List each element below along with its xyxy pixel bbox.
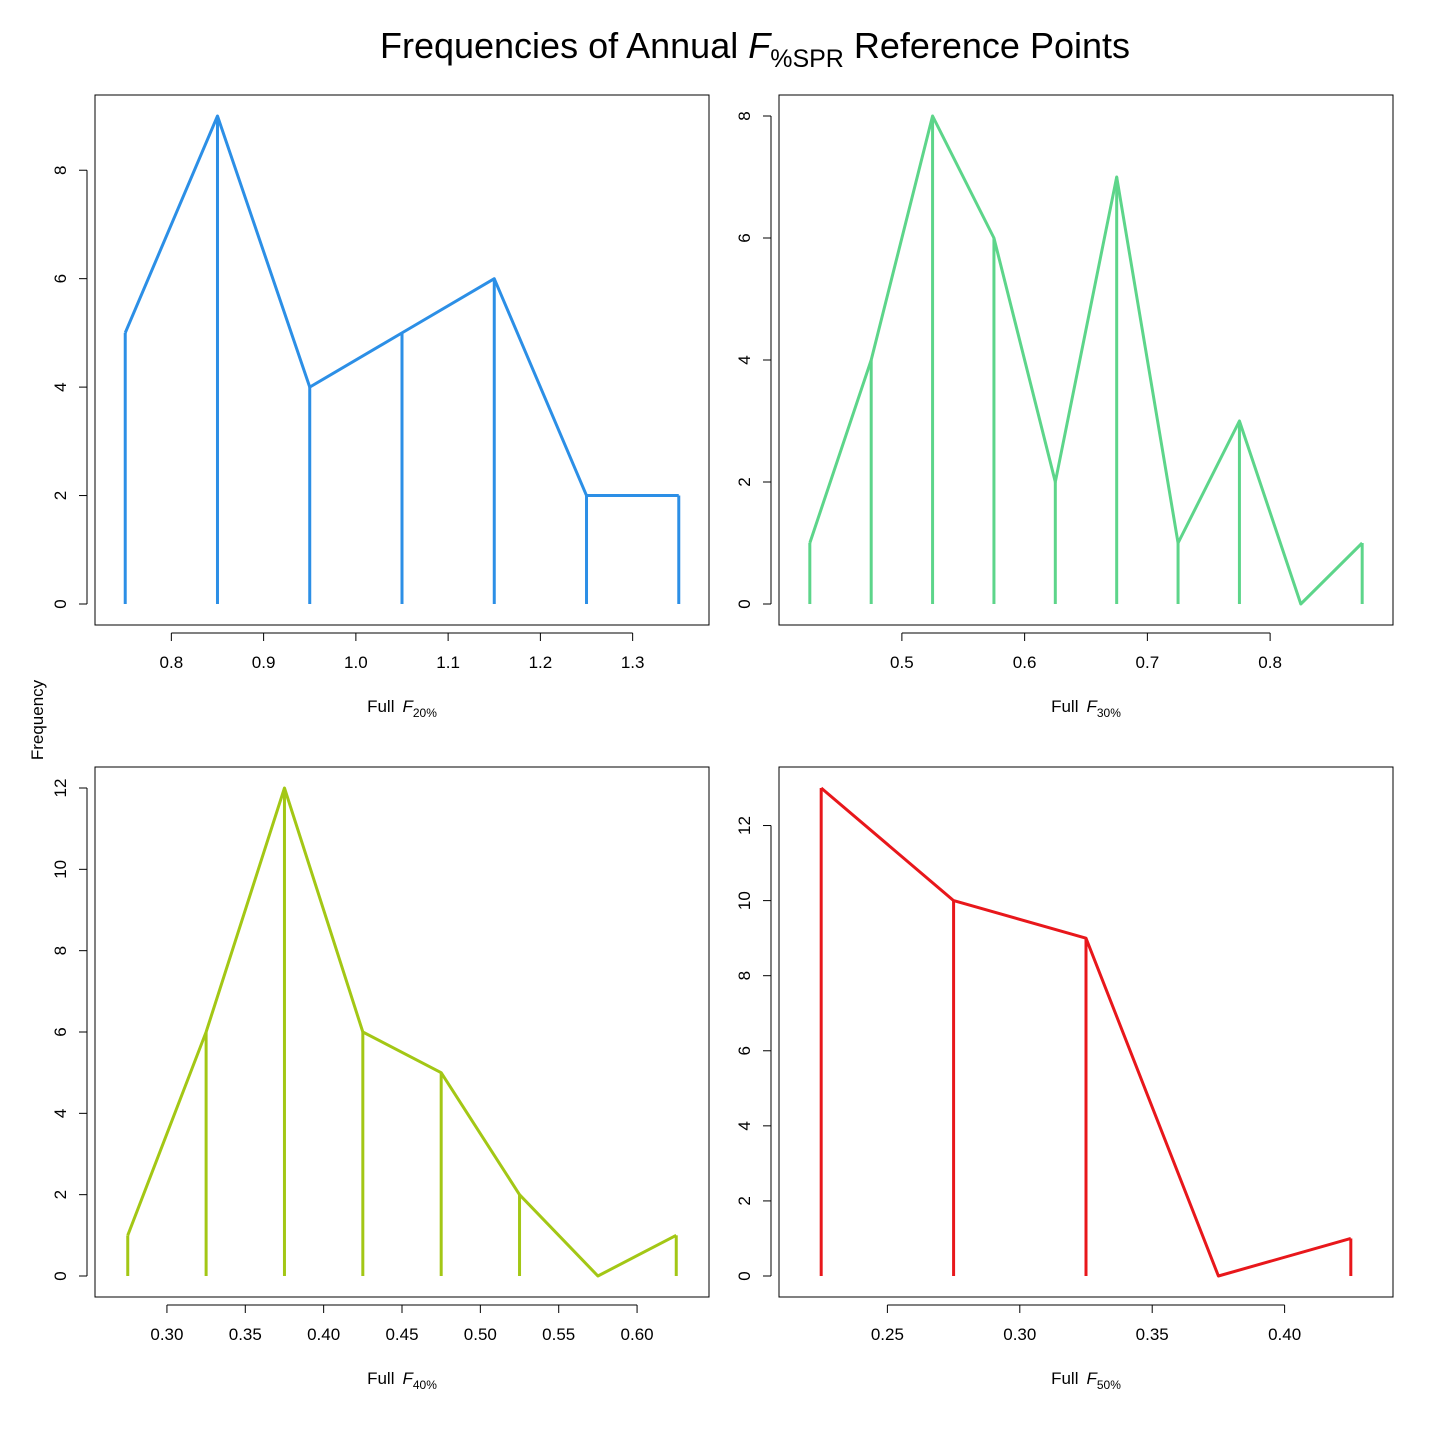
x-tick-label: 0.45 <box>385 1325 418 1344</box>
x-tick-label: 0.35 <box>1136 1325 1169 1344</box>
frequency-line <box>820 786 1352 1278</box>
x-tick-label: 0.40 <box>307 1325 340 1344</box>
y-tick-label: 10 <box>735 891 754 910</box>
x-axis: 0.25 0.30 0.35 0.40 <box>871 1304 1301 1344</box>
panel-2: 0.5 0.6 0.7 0.8 0 2 4 6 8 Full F30% <box>735 94 1394 720</box>
x-tick-label: 0.30 <box>1003 1325 1036 1344</box>
y-axis: 0 2 4 6 8 <box>51 165 88 609</box>
x-tick-label: 0.55 <box>542 1325 575 1344</box>
frequency-line <box>123 114 679 498</box>
x-axis-label: Full F40% <box>367 1369 437 1392</box>
panel-4: 0.25 0.30 0.35 0.40 0 2 4 6 8 10 12 Full F50% <box>735 766 1394 1392</box>
y-tick-label: 2 <box>735 477 754 486</box>
panel-3: 0.30 0.35 0.40 0.45 0.50 0.55 0.60 0 2 4 6 8 10 12 Ful… <box>51 766 710 1392</box>
x-tick-label: 1.0 <box>344 653 368 672</box>
y-tick-label: 0 <box>51 599 70 608</box>
frequency-spikes <box>808 116 1364 604</box>
x-tick-label: 0.8 <box>160 653 184 672</box>
y-tick-label: 2 <box>735 1196 754 1205</box>
x-axis: 0.5 0.6 0.7 0.8 <box>890 632 1282 672</box>
x-tick-label: 1.1 <box>436 653 460 672</box>
y-tick-label: 0 <box>735 599 754 608</box>
x-label-sub: 40% <box>413 1378 437 1392</box>
plot-frame <box>94 766 710 1298</box>
x-label-sub: 20% <box>413 706 437 720</box>
x-label-var: F <box>1086 1369 1098 1388</box>
title-prefix: Frequencies of Annual <box>380 25 748 66</box>
frequency-line <box>126 786 677 1278</box>
y-tick-label: 10 <box>51 860 70 879</box>
y-axis: 0 2 4 6 8 10 12 <box>735 816 772 1281</box>
y-tick-label: 4 <box>51 382 70 391</box>
x-tick-label: 0.7 <box>1136 653 1160 672</box>
y-tick-label: 2 <box>51 1190 70 1199</box>
title-suffix: Reference Points <box>844 25 1130 66</box>
x-label-var: F <box>1086 697 1098 716</box>
shared-y-axis-label: Frequency <box>28 679 47 760</box>
x-label-var: F <box>402 1369 414 1388</box>
y-tick-label: 6 <box>51 1027 70 1036</box>
x-label-prefix: Full <box>1051 697 1078 716</box>
x-tick-label: 0.30 <box>150 1325 183 1344</box>
y-tick-label: 6 <box>735 233 754 242</box>
x-label-prefix: Full <box>1051 1369 1078 1388</box>
x-label-sub: 30% <box>1097 706 1121 720</box>
frequency-line <box>808 114 1364 606</box>
x-label-prefix: Full <box>367 697 394 716</box>
title-sub: %SPR <box>770 45 844 73</box>
y-tick-label: 4 <box>735 1121 754 1130</box>
y-tick-label: 0 <box>735 1271 754 1280</box>
plot-frame <box>778 766 1394 1298</box>
x-tick-label: 0.6 <box>1013 653 1037 672</box>
x-tick-label: 1.3 <box>621 653 645 672</box>
x-axis-label: Full F20% <box>367 697 437 720</box>
frequency-spikes <box>123 116 681 604</box>
x-label-prefix: Full <box>367 1369 394 1388</box>
y-tick-label: 0 <box>51 1271 70 1280</box>
y-tick-label: 8 <box>735 111 754 120</box>
x-tick-label: 0.8 <box>1258 653 1282 672</box>
x-tick-label: 0.5 <box>890 653 914 672</box>
x-tick-label: 0.9 <box>252 653 276 672</box>
frequency-spikes <box>819 788 1353 1276</box>
x-axis-label: Full F50% <box>1051 1369 1121 1392</box>
x-tick-label: 1.2 <box>529 653 553 672</box>
x-tick-label: 0.35 <box>229 1325 262 1344</box>
x-axis: 0.30 0.35 0.40 0.45 0.50 0.55 0.60 <box>150 1304 654 1344</box>
y-tick-label: 12 <box>51 779 70 798</box>
y-tick-label: 6 <box>51 274 70 283</box>
x-tick-label: 0.25 <box>871 1325 904 1344</box>
title-var: F <box>748 25 772 66</box>
panel-1: 0.8 0.9 1.0 1.1 1.2 1.3 0 2 4 6 8 Full F20% <box>51 94 710 720</box>
x-tick-label: 0.40 <box>1268 1325 1301 1344</box>
x-axis: 0.8 0.9 1.0 1.1 1.2 1.3 <box>160 632 645 672</box>
y-tick-label: 8 <box>735 971 754 980</box>
figure-title: Frequencies of Annual F%SPR Reference Po… <box>380 25 1130 73</box>
frequency-spikes <box>126 788 678 1276</box>
y-tick-label: 8 <box>51 946 70 955</box>
y-tick-label: 4 <box>735 355 754 364</box>
y-tick-label: 4 <box>51 1109 70 1118</box>
y-axis: 0 2 4 6 8 10 12 <box>51 779 88 1281</box>
x-tick-label: 0.60 <box>621 1325 654 1344</box>
y-tick-label: 2 <box>51 491 70 500</box>
x-tick-label: 0.50 <box>464 1325 497 1344</box>
x-axis-label: Full F30% <box>1051 697 1121 720</box>
y-tick-label: 6 <box>735 1046 754 1055</box>
x-label-var: F <box>402 697 414 716</box>
y-tick-label: 8 <box>51 165 70 174</box>
plot-frame <box>778 94 1394 626</box>
y-axis: 0 2 4 6 8 <box>735 111 772 609</box>
plot-frame <box>94 94 710 626</box>
y-tick-label: 12 <box>735 816 754 835</box>
x-label-sub: 50% <box>1097 1378 1121 1392</box>
